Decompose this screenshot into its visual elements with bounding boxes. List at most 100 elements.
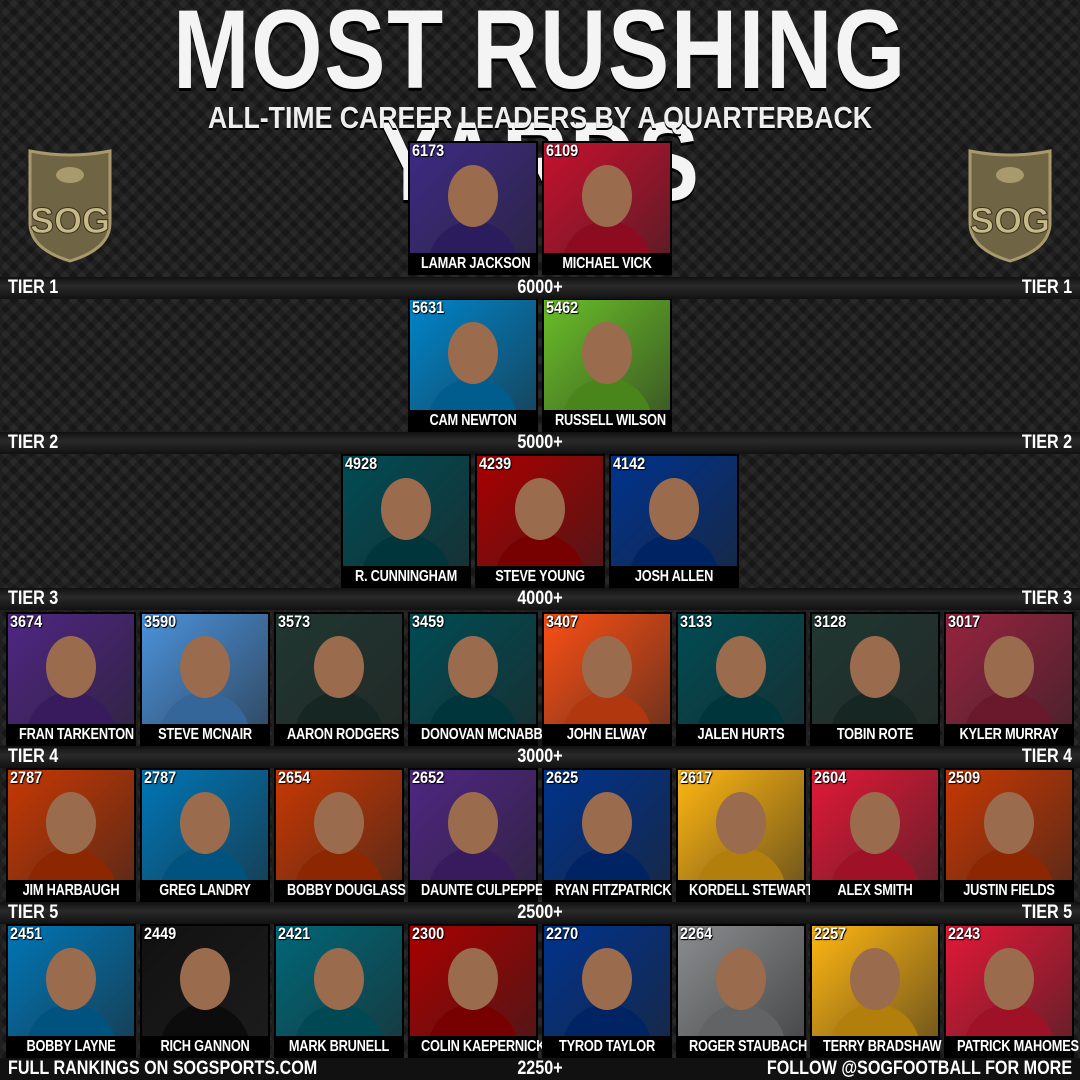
player-card: 6109 MICHAEL VICK xyxy=(542,141,672,275)
player-card: 2300 COLIN KAEPERNICK xyxy=(408,924,545,1058)
rushing-yards: 6109 xyxy=(546,141,579,160)
player-head xyxy=(180,636,230,698)
player-photo xyxy=(544,614,670,724)
sog-logo-left: SOG xyxy=(28,149,112,263)
player-card: 4142 JOSH ALLEN xyxy=(609,454,739,588)
rushing-yards: 2654 xyxy=(278,768,311,787)
player-photo xyxy=(276,614,402,724)
player-card: 3674 FRAN TARKENTON xyxy=(6,612,136,746)
rushing-yards: 4142 xyxy=(613,454,646,473)
player-name: STEVE MCNAIR xyxy=(158,726,252,743)
player-head xyxy=(582,792,632,854)
rushing-yards: 5631 xyxy=(412,298,445,317)
player-name: JIM HARBAUGH xyxy=(22,882,120,899)
rushing-yards: 2509 xyxy=(948,768,981,787)
player-head xyxy=(850,948,900,1010)
player-head xyxy=(46,636,96,698)
player-photo xyxy=(142,614,268,724)
player-head xyxy=(448,322,498,384)
player-head xyxy=(582,636,632,698)
rushing-yards: 2787 xyxy=(10,768,43,787)
player-card: 2451 BOBBY LAYNE xyxy=(6,924,136,1058)
player-photo xyxy=(410,614,536,724)
rushing-yards: 3407 xyxy=(546,612,579,631)
player-photo xyxy=(544,143,670,253)
rushing-yards: 4928 xyxy=(345,454,378,473)
rushing-yards: 2617 xyxy=(680,768,713,787)
player-photo xyxy=(276,770,402,880)
player-name: KORDELL STEWART xyxy=(689,882,814,899)
tier-label-right: TIER 3 xyxy=(1021,588,1072,609)
player-card: 2604 ALEX SMITH xyxy=(810,768,940,902)
player-name: KYLER MURRAY xyxy=(959,726,1059,743)
tier-threshold: 6000+ xyxy=(517,277,563,298)
player-head xyxy=(582,948,632,1010)
rushing-yards: 4239 xyxy=(479,454,512,473)
player-card: 4928 R. CUNNINGHAM xyxy=(341,454,471,588)
tier-label-right: TIER 1 xyxy=(1021,277,1072,298)
player-name: RUSSELL WILSON xyxy=(555,412,666,429)
player-photo xyxy=(812,926,938,1036)
player-head xyxy=(582,322,632,384)
footer-rankings-link[interactable]: FULL RANKINGS ON SOGSPORTS.COM xyxy=(8,1058,318,1079)
player-head xyxy=(716,792,766,854)
player-name: TYROD TAYLOR xyxy=(559,1038,655,1055)
player-card: 2625 RYAN FITZPATRICK xyxy=(542,768,672,902)
player-card: 3407 JOHN ELWAY xyxy=(542,612,672,746)
player-card: 2264 ROGER STAUBACH xyxy=(676,924,807,1058)
player-photo xyxy=(678,770,804,880)
player-name: PATRICK MAHOMES xyxy=(957,1038,1079,1055)
player-head xyxy=(850,792,900,854)
player-head xyxy=(180,948,230,1010)
player-head xyxy=(448,165,498,227)
player-card: 2787 JIM HARBAUGH xyxy=(6,768,136,902)
player-card: 3459 DONOVAN MCNABB xyxy=(408,612,543,746)
player-head xyxy=(314,636,364,698)
player-head xyxy=(716,948,766,1010)
player-name: JALEN HURTS xyxy=(697,726,785,743)
player-photo xyxy=(410,143,536,253)
player-card: 2654 BOBBY DOUGLASS xyxy=(274,768,406,902)
player-photo xyxy=(8,926,134,1036)
player-head xyxy=(314,948,364,1010)
tier-label-left: TIER 3 xyxy=(8,588,59,609)
tier-label-left: TIER 2 xyxy=(8,432,59,453)
player-card: 5631 CAM NEWTON xyxy=(408,298,538,432)
rushing-yards: 2449 xyxy=(144,924,177,943)
tier-threshold: 2500+ xyxy=(517,902,563,923)
player-photo xyxy=(8,770,134,880)
player-photo xyxy=(410,926,536,1036)
rushing-yards: 6173 xyxy=(412,141,445,160)
player-head xyxy=(984,792,1034,854)
rushing-yards: 2243 xyxy=(948,924,981,943)
player-name: TERRY BRADSHAW xyxy=(823,1038,942,1055)
player-card: 2449 RICH GANNON xyxy=(140,924,270,1058)
player-card: 2652 DAUNTE CULPEPPER xyxy=(408,768,553,902)
player-photo xyxy=(946,926,1072,1036)
player-head xyxy=(46,948,96,1010)
player-card: 2243 PATRICK MAHOMES xyxy=(944,924,1079,1058)
player-card: 3017 KYLER MURRAY xyxy=(944,612,1074,746)
player-card: 2421 MARK BRUNELL xyxy=(274,924,404,1058)
player-name: CAM NEWTON xyxy=(429,412,517,429)
player-head xyxy=(984,948,1034,1010)
player-photo xyxy=(544,770,670,880)
player-card: 2257 TERRY BRADSHAW xyxy=(810,924,942,1058)
player-head xyxy=(716,636,766,698)
player-card: 5462 RUSSELL WILSON xyxy=(542,298,672,432)
tier-threshold: 3000+ xyxy=(517,746,563,767)
player-photo xyxy=(544,926,670,1036)
player-name: TOBIN ROTE xyxy=(836,726,914,743)
player-name: JOSH ALLEN xyxy=(634,568,714,585)
tier-threshold: 2250+ xyxy=(517,1058,563,1079)
player-head xyxy=(649,478,699,540)
player-head xyxy=(180,792,230,854)
rushing-yards: 2625 xyxy=(546,768,579,787)
tier-threshold: 4000+ xyxy=(517,588,563,609)
player-photo xyxy=(544,300,670,410)
player-card: 3573 AARON RODGERS xyxy=(274,612,404,746)
player-name: AARON RODGERS xyxy=(287,726,400,743)
player-photo xyxy=(343,456,469,566)
footer-follow-text[interactable]: FOLLOW @SOGFOOTBALL FOR MORE xyxy=(766,1058,1072,1079)
rushing-yards: 3128 xyxy=(814,612,847,631)
